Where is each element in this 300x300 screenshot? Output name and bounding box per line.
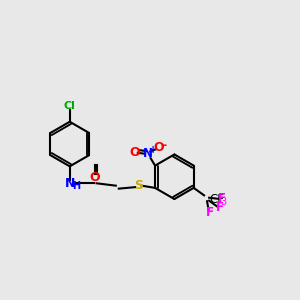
Text: N: N (142, 147, 153, 160)
Text: O: O (90, 171, 100, 184)
Text: 3: 3 (220, 197, 226, 207)
Text: N: N (64, 177, 75, 190)
Text: O: O (153, 141, 164, 154)
Text: Cl: Cl (64, 101, 76, 111)
Text: H: H (72, 181, 80, 191)
Text: F: F (218, 192, 226, 205)
Text: -: - (161, 139, 166, 152)
Text: F: F (206, 206, 214, 219)
Text: O: O (130, 146, 140, 159)
Text: +: + (148, 145, 157, 155)
Text: F: F (216, 201, 224, 214)
Text: CF: CF (209, 193, 224, 206)
Text: S: S (134, 179, 143, 192)
